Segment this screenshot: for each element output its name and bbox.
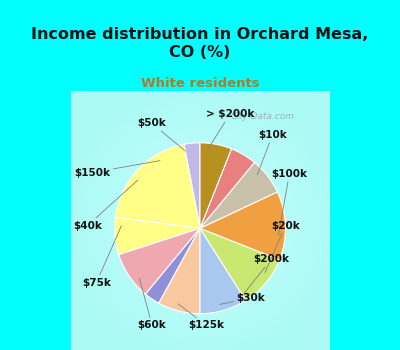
Text: $100k: $100k	[271, 169, 307, 236]
Text: > $200k: > $200k	[206, 109, 254, 150]
Wedge shape	[184, 143, 200, 228]
Wedge shape	[200, 192, 286, 260]
Text: $20k: $20k	[265, 221, 300, 272]
Text: $40k: $40k	[73, 180, 138, 231]
Wedge shape	[114, 218, 200, 255]
Wedge shape	[146, 228, 200, 303]
Text: City-Data.com: City-Data.com	[231, 112, 295, 121]
Text: $60k: $60k	[138, 278, 166, 330]
Text: $150k: $150k	[74, 161, 160, 177]
Wedge shape	[115, 144, 200, 228]
Text: $30k: $30k	[220, 293, 265, 304]
Text: $10k: $10k	[257, 130, 287, 174]
Wedge shape	[200, 228, 246, 314]
Text: $125k: $125k	[178, 304, 224, 330]
Wedge shape	[200, 149, 254, 228]
Text: $50k: $50k	[138, 118, 185, 151]
Text: $200k: $200k	[244, 254, 289, 293]
Text: $75k: $75k	[82, 226, 122, 288]
Wedge shape	[200, 228, 280, 300]
Wedge shape	[159, 228, 200, 314]
Wedge shape	[119, 228, 200, 294]
Wedge shape	[200, 162, 277, 228]
Wedge shape	[200, 143, 232, 228]
Text: Income distribution in Orchard Mesa,
CO (%): Income distribution in Orchard Mesa, CO …	[31, 27, 369, 60]
Text: White residents: White residents	[141, 77, 259, 90]
